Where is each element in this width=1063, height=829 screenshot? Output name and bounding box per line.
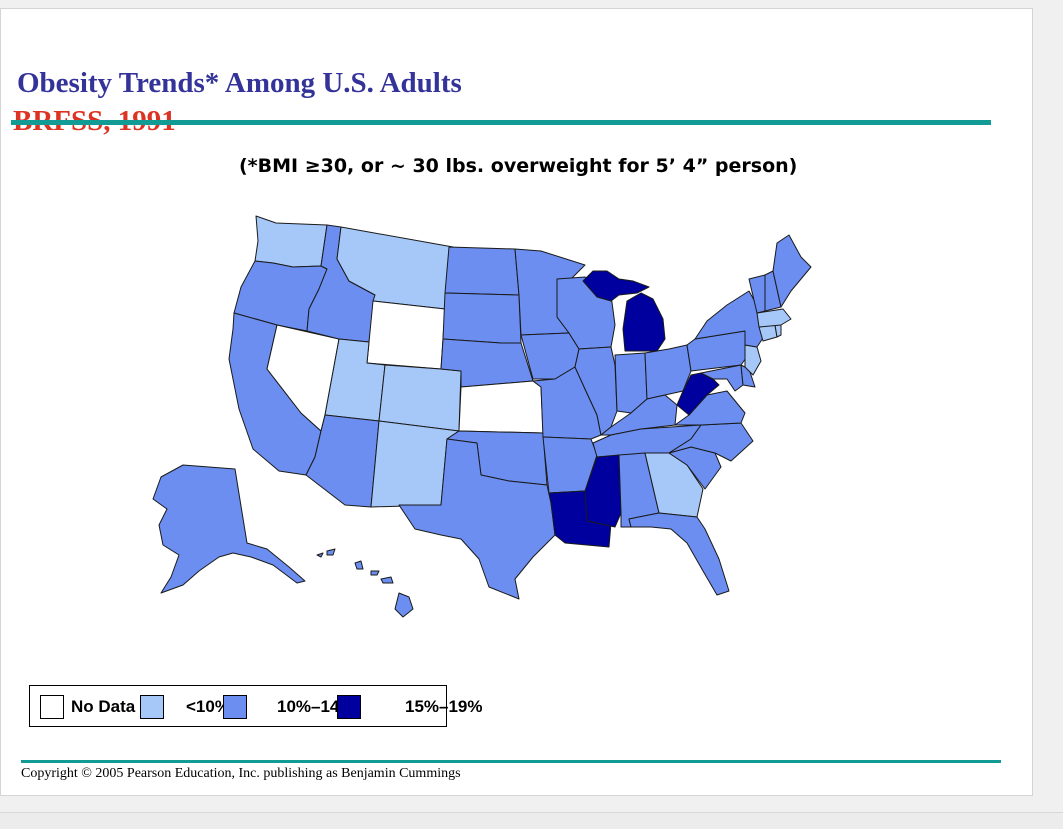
legend-label-lt10: <10% — [186, 697, 230, 716]
copyright-text: Copyright © 2005 Pearson Education, Inc.… — [21, 766, 461, 781]
state-hi-5 — [380, 576, 394, 584]
state-hi-1 — [316, 552, 324, 558]
window-bottom-bar — [0, 812, 1063, 829]
footer-divider — [21, 760, 1001, 763]
legend-label-15-19: 15%–19% — [405, 697, 483, 716]
state-fl — [628, 512, 730, 596]
state-ak — [152, 464, 306, 594]
slide-title: Obesity Trends* Among U.S. Adults — [17, 67, 462, 99]
state-ma — [756, 308, 792, 328]
state-hi-4 — [370, 570, 380, 576]
legend-swatch-15-19 — [337, 695, 361, 719]
state-wy — [366, 300, 446, 370]
state-ks — [458, 380, 544, 434]
title-divider — [11, 120, 991, 125]
state-co — [378, 364, 462, 432]
state-me — [772, 234, 812, 308]
state-sd — [442, 292, 522, 344]
state-mi — [622, 292, 666, 352]
state-nd — [444, 246, 520, 296]
state-hi-3 — [354, 560, 364, 570]
state-nc — [668, 422, 754, 462]
bmi-note: (*BMI ≥30, or ~ 30 lbs. overweight for 5… — [239, 155, 798, 177]
legend-swatch-10-14 — [223, 695, 247, 719]
state-tx — [398, 438, 556, 600]
state-mi-upper — [582, 270, 650, 302]
us-obesity-map — [152, 215, 812, 618]
legend-label-10-14: 10%–14% — [277, 697, 355, 716]
legend-swatch-lt10 — [140, 695, 164, 719]
slide: Obesity Trends* Among U.S. Adults BRFSS,… — [0, 8, 1033, 796]
map-legend: No Data <10% 10%–14% 15%–19% — [29, 685, 483, 727]
state-wa — [254, 215, 328, 268]
state-hi-2 — [326, 548, 336, 556]
state-hi-6 — [394, 592, 414, 618]
legend-swatch-no-data — [40, 695, 64, 719]
legend-label-no-data: No Data — [71, 697, 136, 716]
